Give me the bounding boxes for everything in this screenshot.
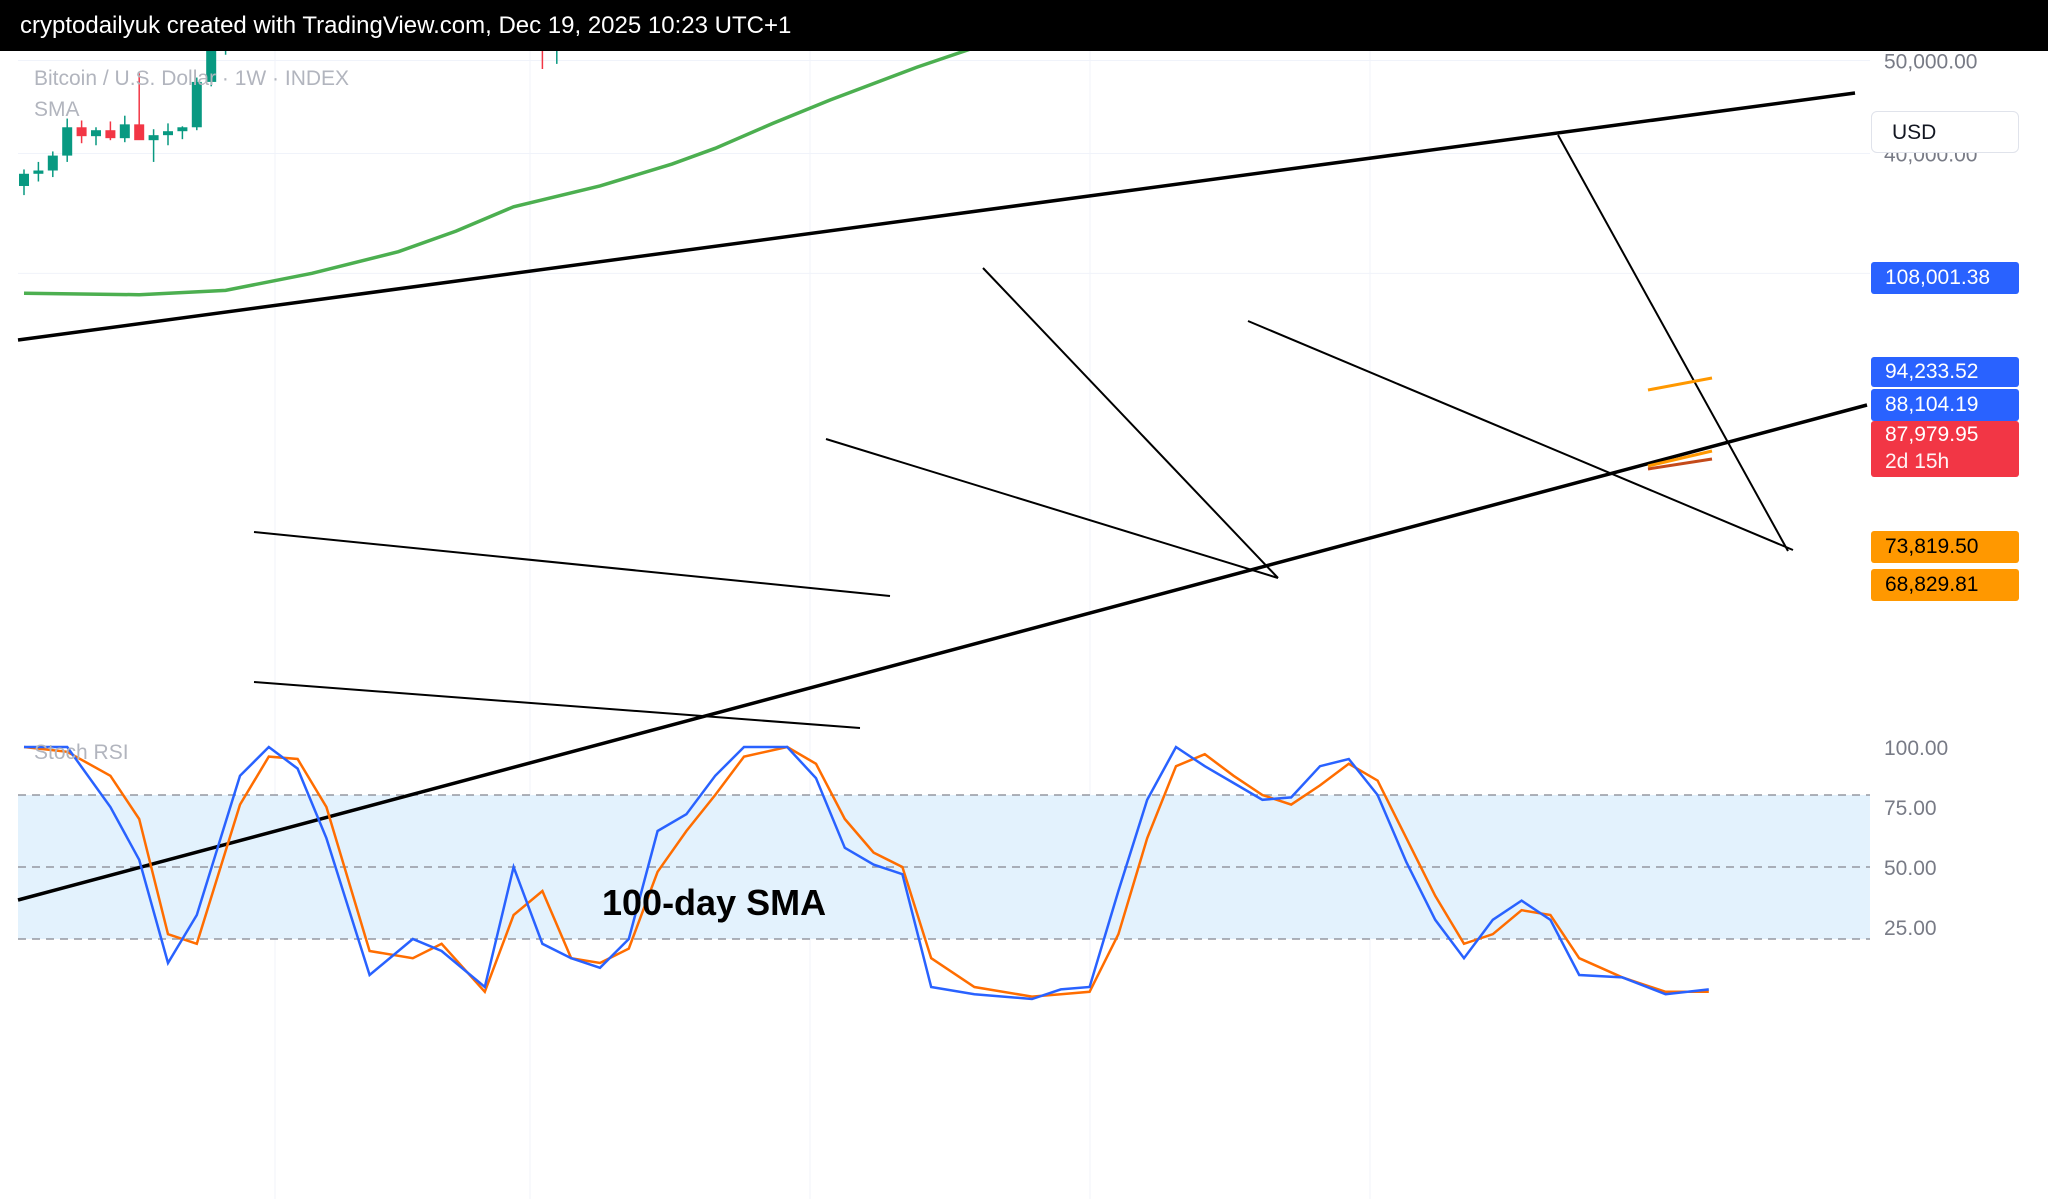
trendline-9	[1647, 449, 1713, 468]
stoch-tick-label: 75.00	[1884, 797, 1937, 820]
sma-legend[interactable]: SMA	[34, 98, 80, 121]
symbol-legend[interactable]: Bitcoin / U.S. Dollar · 1W · INDEX	[34, 67, 350, 90]
trendline-2	[253, 531, 891, 597]
trendline-4	[982, 267, 1279, 579]
sma-100-line	[23, 51, 971, 297]
price-tag-68829: 68,829.81	[1885, 573, 1979, 596]
candle-body	[76, 127, 87, 137]
price-tag-bg-4	[1871, 531, 2019, 563]
trendline-8	[1647, 376, 1713, 392]
stoch-rsi-legend[interactable]: Stoch RSI	[34, 741, 129, 764]
price-tag-bg-3	[1871, 421, 2019, 477]
trendline-3	[253, 681, 861, 729]
price-tag-108001: 108,001.38	[1885, 266, 1991, 289]
stoch-k-line	[24, 745, 1709, 1001]
stoch-tick-label: 25.00	[1884, 917, 1937, 940]
candle-body	[62, 127, 73, 156]
stoch-d-line	[23, 745, 1709, 998]
trendline-10	[1647, 457, 1713, 471]
current-price-label: 87,979.95	[1885, 423, 1979, 446]
candle-body	[177, 127, 188, 132]
candle-body	[206, 51, 217, 82]
sma-annotation: 100-day SMA	[602, 882, 827, 923]
price-tag-bg-1	[1871, 357, 2019, 387]
price-tag-bg-2	[1871, 389, 2019, 421]
trendline-1	[17, 403, 1868, 902]
trendline-6	[1247, 320, 1794, 551]
candle-body	[191, 81, 202, 128]
chart-svg[interactable]: 120,000.00110,000.00100,000.0080,000.007…	[0, 51, 2048, 1199]
price-tag-current: 87,979.95 2d 15h	[1871, 421, 2019, 477]
price-tag-bg-5	[1871, 569, 2019, 601]
chart-area[interactable]: 120,000.00110,000.00100,000.0080,000.007…	[0, 51, 2048, 1199]
price-tag-94233: 94,233.52	[1885, 360, 1979, 383]
stoch-tick-label: 100.00	[1884, 737, 1948, 760]
candle-body	[47, 155, 58, 171]
price-tag-73819: 73,819.50	[1885, 535, 1979, 558]
stoch-tick-label: 50.00	[1884, 857, 1937, 880]
candle-countdown: 2d 15h	[1885, 450, 1950, 473]
candle-body	[119, 124, 130, 139]
candle-body	[163, 131, 173, 136]
trendline-5	[825, 438, 1279, 579]
price-tag-bg-0	[1871, 262, 2019, 294]
trendline-7	[1557, 134, 1789, 552]
candle-body	[105, 130, 116, 139]
candle-body	[33, 170, 44, 174]
trendline-0	[17, 91, 1856, 342]
candle-body	[19, 173, 29, 186]
currency-button[interactable]: USD	[1871, 111, 2019, 153]
candle-body	[91, 130, 101, 137]
price-tick-label: 50,000.00	[1884, 51, 1977, 74]
price-tag-88104: 88,104.19	[1885, 393, 1979, 416]
candle-body	[148, 135, 159, 141]
chart-header: cryptodailyuk created with TradingView.c…	[0, 0, 2048, 51]
candle-body	[134, 124, 145, 141]
